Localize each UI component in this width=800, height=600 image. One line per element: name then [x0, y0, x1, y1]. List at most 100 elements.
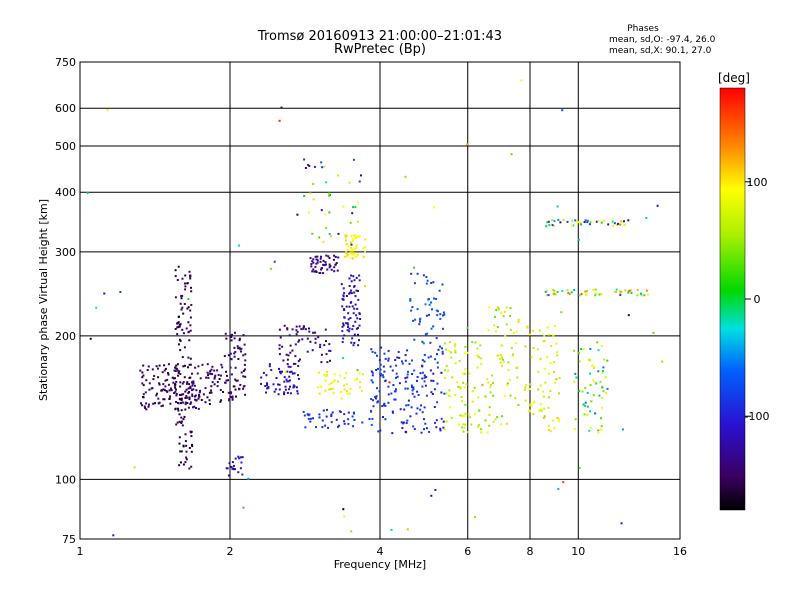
data-point: [320, 267, 323, 270]
data-point: [528, 404, 531, 407]
data-point: [381, 405, 384, 408]
data-point: [234, 457, 237, 460]
data-point: [403, 408, 406, 411]
data-point: [398, 382, 401, 385]
data-point: [191, 372, 193, 375]
data-point: [189, 274, 191, 277]
data-point: [468, 372, 471, 375]
data-point: [494, 418, 497, 421]
data-point: [505, 422, 508, 425]
data-point: [345, 372, 347, 375]
data-point: [193, 405, 196, 408]
data-point: [552, 419, 555, 422]
data-point: [374, 395, 377, 398]
data-point: [277, 383, 279, 386]
data-point: [411, 389, 414, 392]
data-point: [188, 363, 191, 366]
data-point: [187, 387, 190, 390]
data-point: [214, 374, 217, 377]
data-point: [553, 289, 556, 292]
data-point: [383, 402, 386, 405]
data-point: [317, 336, 320, 339]
data-point: [499, 354, 502, 356]
data-point: [362, 373, 364, 376]
data-point: [462, 430, 465, 433]
data-point: [204, 401, 207, 404]
data-point: [404, 387, 407, 390]
data-point: [188, 396, 191, 399]
data-point: [421, 365, 424, 368]
data-point: [466, 326, 469, 329]
data-point: [487, 381, 490, 384]
data-point: [406, 376, 409, 379]
data-point: [601, 386, 604, 389]
colorbar-tick-label: 0: [754, 293, 761, 306]
data-point: [464, 368, 467, 370]
data-point: [636, 294, 639, 297]
data-point: [175, 393, 178, 395]
data-point: [371, 371, 374, 374]
data-point: [469, 416, 472, 419]
data-point: [333, 254, 336, 257]
data-point: [186, 282, 189, 285]
data-point: [435, 337, 438, 340]
data-point: [420, 431, 423, 434]
data-point: [280, 106, 283, 109]
data-point: [189, 324, 192, 327]
data-point: [355, 256, 358, 259]
data-point: [228, 398, 231, 401]
data-point: [284, 371, 287, 373]
data-point: [589, 348, 592, 350]
data-point: [356, 201, 359, 204]
data-point: [282, 359, 285, 362]
data-point: [551, 219, 554, 221]
data-point: [387, 401, 390, 404]
data-point: [615, 288, 618, 291]
data-point: [141, 371, 144, 374]
data-point: [425, 427, 428, 430]
data-point: [337, 380, 339, 383]
data-point: [355, 236, 358, 239]
data-point: [349, 251, 352, 254]
data-point: [546, 326, 549, 329]
data-point: [553, 427, 556, 430]
data-point: [180, 409, 183, 412]
data-point: [342, 324, 345, 327]
data-point: [427, 356, 430, 359]
data-point: [141, 404, 144, 407]
data-point: [230, 334, 233, 337]
data-point: [358, 235, 361, 238]
data-point: [406, 387, 409, 390]
data-point: [286, 327, 289, 330]
data-point: [410, 272, 413, 275]
data-point: [291, 372, 294, 375]
data-point: [278, 328, 281, 331]
data-point: [425, 314, 428, 317]
data-point: [432, 372, 435, 375]
data-point: [395, 376, 397, 379]
data-point: [139, 369, 142, 372]
data-point: [322, 272, 325, 275]
data-point: [540, 408, 543, 411]
data-point: [278, 119, 281, 122]
data-point: [358, 312, 361, 315]
data-point: [327, 426, 329, 429]
grid-lines: [80, 62, 680, 539]
data-point: [404, 175, 407, 178]
data-point: [347, 245, 350, 248]
data-point: [355, 314, 358, 317]
data-point: [180, 308, 183, 311]
data-point: [141, 376, 144, 379]
data-point: [324, 389, 327, 392]
data-point: [343, 420, 346, 423]
y-tick-label: 600: [55, 102, 76, 115]
data-point: [501, 364, 504, 367]
data-point: [449, 395, 452, 398]
data-point: [243, 363, 246, 366]
data-point: [289, 351, 292, 354]
data-point: [360, 389, 363, 392]
data-point: [454, 394, 457, 396]
data-point: [389, 365, 392, 368]
data-point: [183, 303, 186, 305]
data-point: [302, 327, 305, 329]
